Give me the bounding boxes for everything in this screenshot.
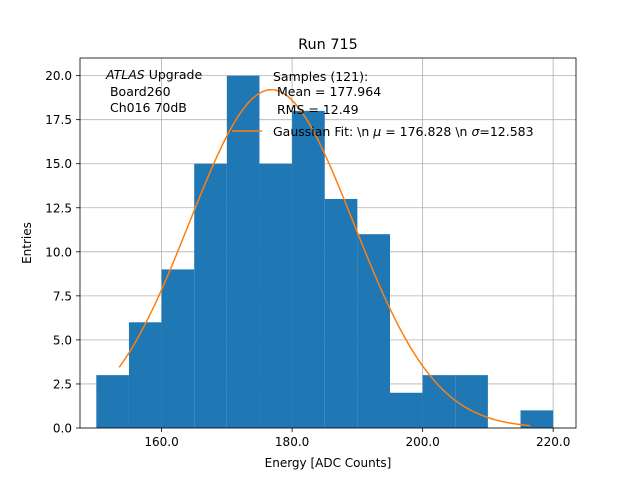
x-tick-label: 180.0 bbox=[275, 435, 309, 449]
y-tick-label: 10.0 bbox=[45, 245, 72, 259]
x-tick-label: 160.0 bbox=[144, 435, 178, 449]
histogram-bar bbox=[226, 75, 260, 428]
histogram-bar bbox=[390, 392, 423, 428]
legend-fit-part-2: = 176.828 \n bbox=[381, 124, 471, 139]
y-tick-label: 17.5 bbox=[45, 113, 72, 127]
legend-rms: RMS = 12.49 bbox=[273, 102, 359, 117]
legend-mean: Mean = 177.964 bbox=[273, 84, 381, 99]
x-axis-label: Energy [ADC Counts] bbox=[265, 456, 392, 470]
plot-frame bbox=[79, 57, 577, 429]
legend: Samples (121): Mean = 177.964 RMS = 12.4… bbox=[232, 69, 534, 139]
x-tick-label: 220.0 bbox=[536, 435, 570, 449]
histogram-bar bbox=[520, 410, 554, 428]
histogram-bar bbox=[455, 375, 488, 428]
legend-samples: Samples (121): bbox=[273, 69, 368, 84]
fit-curve-layer bbox=[118, 88, 531, 427]
y-axis-ticks: 0.0 2.5 5.0 7.5 10.0 12.5 15.0 17.5 20.0 bbox=[45, 69, 80, 436]
y-tick-label: 0.0 bbox=[53, 422, 72, 436]
y-axis-label: Entries bbox=[20, 222, 34, 264]
y-tick-label: 2.5 bbox=[53, 377, 72, 391]
chart-title: Run 715 bbox=[298, 37, 358, 53]
y-tick-label: 7.5 bbox=[53, 289, 72, 303]
histogram-bar bbox=[422, 375, 456, 428]
histogram-bar bbox=[357, 234, 390, 428]
annotation-atlas: ATLAS bbox=[105, 67, 145, 82]
annotation-upgrade: Upgrade bbox=[145, 67, 203, 82]
annotation-board: Board260 bbox=[106, 84, 171, 99]
histogram-bar bbox=[161, 269, 195, 428]
legend-fit-label: Gaussian Fit: \n μ = 176.828 \n σ=12.583 bbox=[273, 124, 534, 139]
histogram-bar bbox=[128, 322, 162, 428]
y-tick-label: 5.0 bbox=[53, 333, 72, 347]
legend-fit-mu: μ bbox=[372, 124, 381, 139]
legend-fit-part-3: =12.583 bbox=[479, 124, 533, 139]
y-tick-label: 15.0 bbox=[45, 157, 72, 171]
legend-fit-part-1: Gaussian Fit: \n bbox=[273, 124, 373, 139]
legend-fit-sigma: σ bbox=[471, 124, 480, 139]
annotation-line-1: ATLAS Upgrade bbox=[105, 67, 202, 82]
atlas-annotation: ATLAS Upgrade Board260 Ch016 70dB bbox=[105, 67, 202, 115]
histogram-bar bbox=[324, 198, 358, 428]
y-tick-label: 12.5 bbox=[45, 201, 72, 215]
histogram-bar bbox=[259, 163, 293, 428]
y-tick-label: 20.0 bbox=[45, 69, 72, 83]
histogram-bar bbox=[96, 375, 129, 428]
histogram-bars bbox=[96, 75, 554, 428]
gaussian-fit-curve bbox=[118, 88, 531, 427]
histogram-bar bbox=[292, 110, 325, 428]
x-axis-ticks: 160.0 180.0 200.0 220.0 bbox=[144, 428, 570, 449]
histogram-bar bbox=[194, 163, 227, 428]
x-tick-label: 200.0 bbox=[405, 435, 439, 449]
annotation-channel: Ch016 70dB bbox=[106, 100, 187, 115]
